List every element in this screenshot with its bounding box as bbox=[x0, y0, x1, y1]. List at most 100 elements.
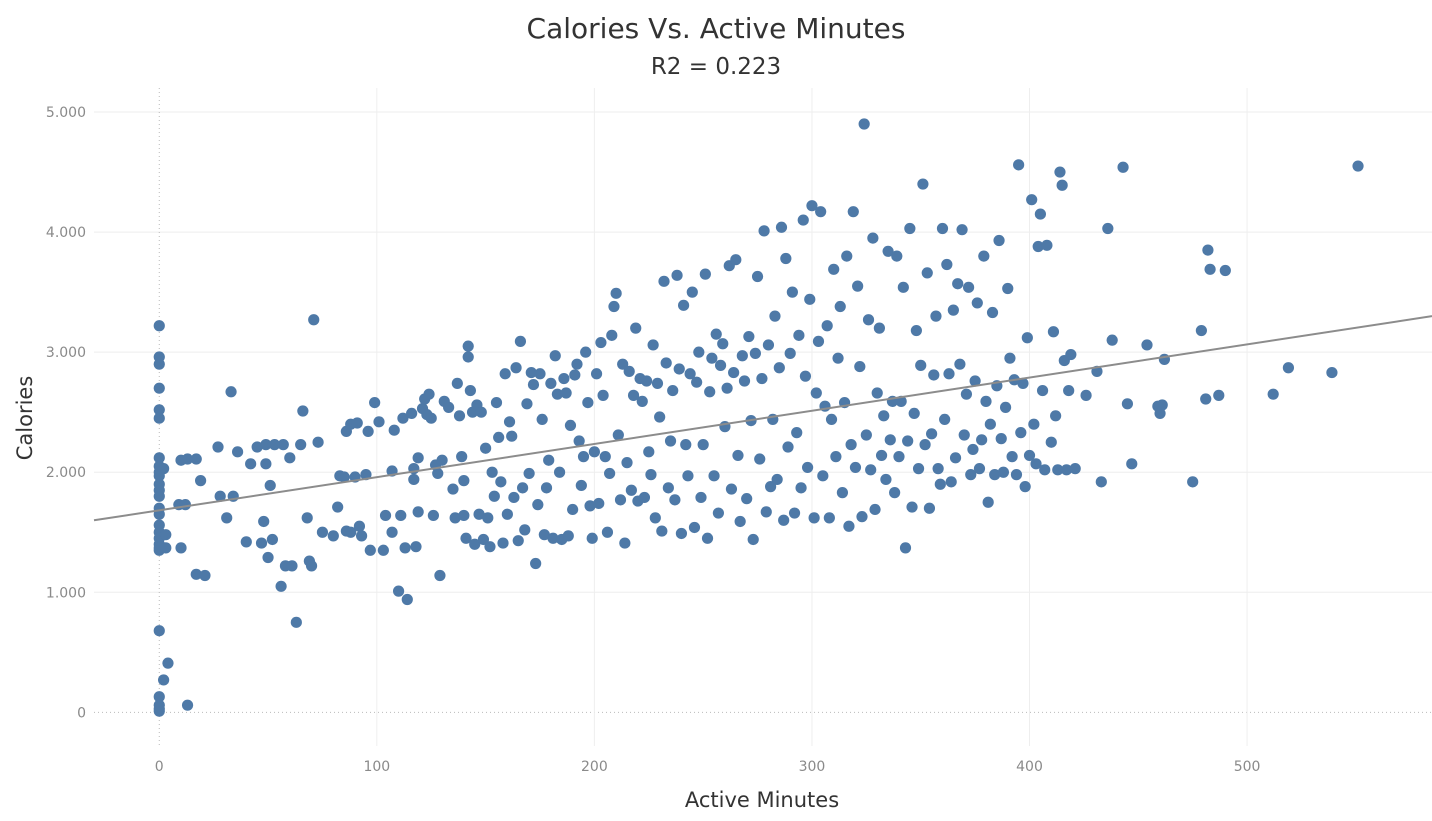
data-point bbox=[823, 512, 835, 524]
data-point bbox=[558, 372, 570, 385]
chart-title: Calories Vs. Active Minutes bbox=[527, 12, 906, 45]
data-point bbox=[231, 446, 244, 458]
data-point bbox=[693, 346, 705, 358]
data-point bbox=[960, 388, 973, 400]
data-point bbox=[795, 482, 807, 494]
data-point bbox=[1036, 384, 1049, 397]
data-point bbox=[158, 674, 170, 686]
data-point bbox=[1039, 464, 1051, 476]
data-point bbox=[312, 436, 324, 448]
data-point bbox=[599, 451, 611, 463]
data-point bbox=[510, 362, 522, 374]
data-point bbox=[549, 350, 561, 362]
y-tick-label: 3.000 bbox=[46, 345, 86, 361]
data-point bbox=[710, 328, 722, 340]
data-point bbox=[512, 535, 524, 547]
data-point bbox=[593, 497, 605, 510]
data-point bbox=[614, 494, 627, 506]
y-axis-ticks: 0 1.000 2.000 3.000 4.000 5.000 bbox=[46, 105, 86, 721]
data-point bbox=[893, 451, 905, 463]
data-point bbox=[880, 473, 892, 486]
data-point bbox=[810, 387, 822, 399]
data-point bbox=[980, 395, 992, 407]
x-axis-label: Active Minutes bbox=[685, 788, 839, 812]
data-point bbox=[508, 491, 520, 504]
data-point bbox=[921, 267, 933, 279]
data-point bbox=[190, 453, 202, 465]
data-point bbox=[540, 482, 553, 494]
data-point bbox=[999, 401, 1012, 413]
data-point bbox=[943, 368, 955, 380]
data-point bbox=[878, 410, 890, 422]
data-point bbox=[412, 452, 424, 464]
data-point bbox=[545, 377, 557, 389]
data-point bbox=[153, 382, 165, 394]
data-point bbox=[1095, 476, 1107, 488]
data-point bbox=[332, 501, 344, 513]
data-point bbox=[1023, 449, 1036, 462]
data-point bbox=[295, 439, 307, 451]
data-point bbox=[836, 487, 849, 499]
data-point bbox=[871, 387, 883, 399]
data-point bbox=[867, 232, 879, 244]
data-point bbox=[882, 245, 894, 257]
data-point bbox=[895, 395, 907, 407]
data-point bbox=[734, 515, 746, 528]
data-point bbox=[949, 452, 962, 464]
data-point bbox=[225, 386, 237, 398]
data-point bbox=[852, 280, 864, 292]
data-point bbox=[758, 225, 770, 237]
data-point bbox=[1154, 407, 1166, 419]
data-point bbox=[338, 471, 350, 483]
data-point bbox=[588, 446, 600, 458]
data-point bbox=[989, 469, 1001, 481]
data-point bbox=[743, 330, 755, 343]
data-point bbox=[1032, 240, 1044, 253]
data-point bbox=[630, 322, 642, 334]
data-point bbox=[1017, 377, 1029, 389]
data-point bbox=[858, 118, 870, 130]
data-point bbox=[1010, 469, 1023, 481]
data-point bbox=[258, 515, 270, 528]
data-point bbox=[364, 544, 376, 556]
data-point bbox=[934, 478, 946, 490]
data-point bbox=[875, 449, 888, 462]
y-tick-label: 0 bbox=[77, 705, 86, 721]
x-tick-label: 100 bbox=[363, 759, 390, 775]
data-point bbox=[832, 352, 844, 364]
data-point bbox=[153, 625, 165, 637]
data-point bbox=[869, 503, 881, 516]
data-point bbox=[412, 506, 424, 518]
data-point bbox=[1069, 463, 1081, 475]
data-point bbox=[1056, 179, 1068, 191]
data-point bbox=[1021, 332, 1033, 344]
data-point bbox=[930, 310, 942, 322]
data-point bbox=[490, 396, 503, 409]
trend-line bbox=[93, 315, 1432, 522]
data-point bbox=[601, 526, 614, 538]
data-point bbox=[443, 401, 455, 413]
data-point bbox=[351, 417, 363, 429]
data-point bbox=[741, 493, 753, 505]
data-point bbox=[595, 336, 607, 349]
data-point bbox=[547, 532, 559, 544]
data-point bbox=[830, 451, 842, 463]
data-point bbox=[797, 214, 809, 226]
data-point bbox=[865, 464, 877, 476]
data-point bbox=[673, 363, 685, 375]
data-point bbox=[610, 287, 622, 299]
data-point bbox=[190, 568, 202, 580]
data-point bbox=[804, 293, 816, 305]
data-point bbox=[680, 439, 692, 451]
data-point bbox=[625, 484, 637, 496]
data-point bbox=[708, 470, 720, 482]
data-point bbox=[525, 366, 537, 379]
data-point bbox=[255, 537, 268, 549]
data-point bbox=[153, 691, 165, 703]
data-point bbox=[847, 206, 859, 218]
y-tick-label: 5.000 bbox=[46, 105, 86, 121]
data-point bbox=[738, 375, 751, 387]
data-point bbox=[264, 479, 276, 492]
data-point bbox=[425, 412, 437, 424]
data-point bbox=[1102, 222, 1114, 235]
